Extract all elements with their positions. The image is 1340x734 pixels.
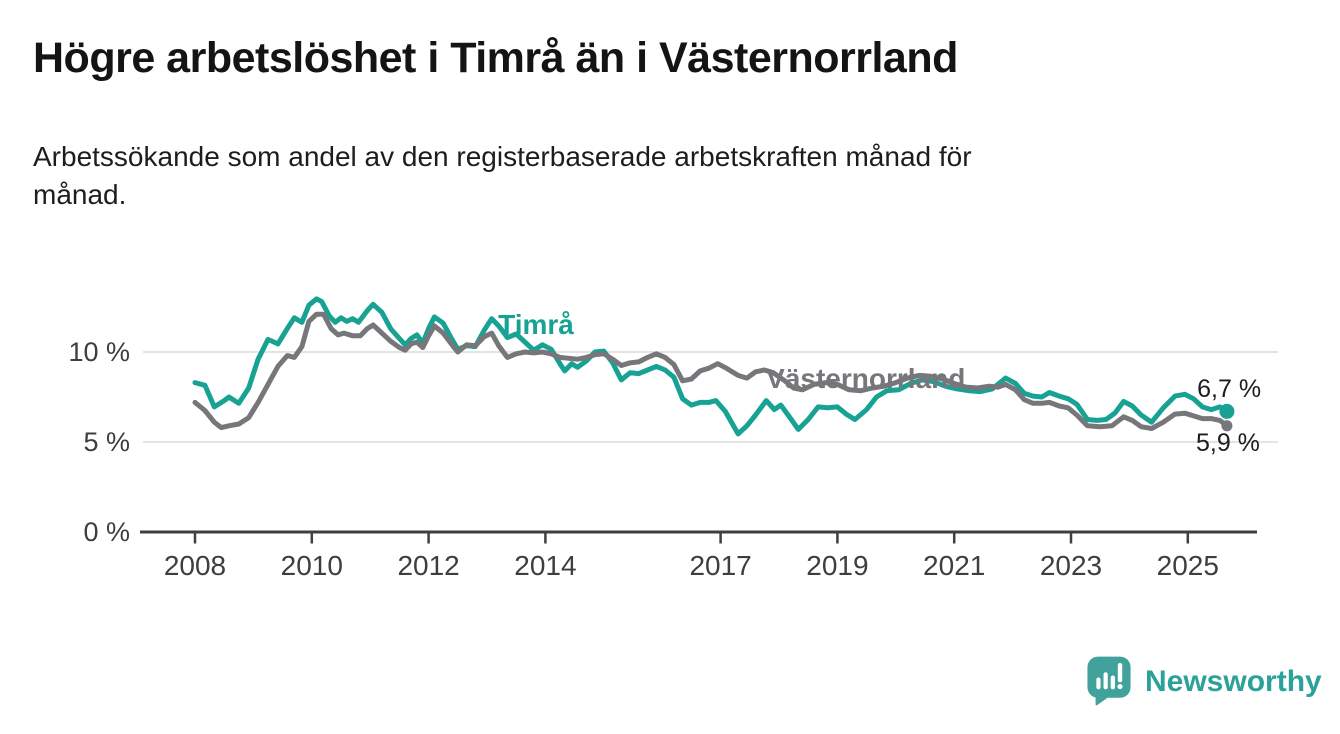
newsworthy-wordmark: Newsworthy xyxy=(1145,664,1322,698)
x-axis-tick-label: 2010 xyxy=(281,550,343,581)
chart-subtitle-line1: Arbetssökande som andel av den registerb… xyxy=(33,141,972,172)
series-label-vasternorrland: Västernorrland xyxy=(766,363,965,394)
x-axis-tick-label: 2025 xyxy=(1157,550,1219,581)
x-axis-tick-label: 2019 xyxy=(806,550,868,581)
x-axis-tick-label: 2021 xyxy=(923,550,985,581)
series-end-dot-timra xyxy=(1219,403,1235,419)
series-line-vasternorrland xyxy=(192,311,1230,431)
x-axis-tick-label: 2014 xyxy=(514,550,576,581)
y-axis-tick-label: 0 % xyxy=(83,517,130,547)
series-end-dot-vasternorrland xyxy=(1221,420,1233,432)
x-axis-tick-label: 2012 xyxy=(397,550,459,581)
chart-subtitle: Arbetssökande som andel av den registerb… xyxy=(33,138,972,214)
y-axis-tick-label: 10 % xyxy=(68,337,130,367)
page-title: Högre arbetslöshet i Timrå än i Västerno… xyxy=(33,34,958,82)
x-axis-tick-label: 2017 xyxy=(689,550,751,581)
x-axis-tick-label: 2023 xyxy=(1040,550,1102,581)
annotation-vasternorrland-latest: 5,9 % xyxy=(1196,429,1260,457)
newsworthy-speech-bubble-bar-chart-icon xyxy=(1087,656,1131,706)
chart-subtitle-line2: månad. xyxy=(33,179,127,210)
newsworthy-logo[interactable]: Newsworthy xyxy=(1086,655,1322,708)
y-axis-tick-label: 5 % xyxy=(83,427,130,457)
series-line-timra xyxy=(192,296,1230,437)
series-label-timra: Timrå xyxy=(498,309,574,340)
x-axis-tick-label: 2008 xyxy=(164,550,226,581)
annotation-timra-latest: 6,7 % xyxy=(1197,375,1261,403)
